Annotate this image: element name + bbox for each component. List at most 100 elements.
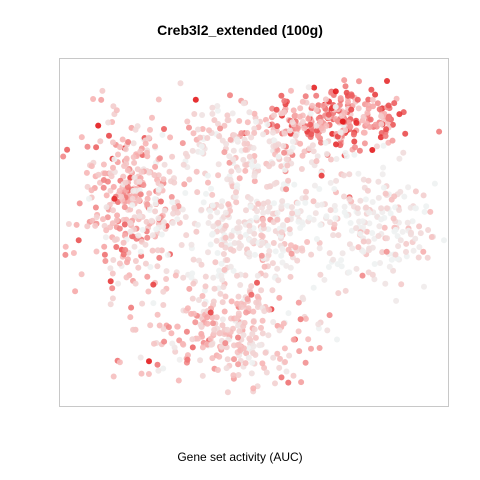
scatter-point (111, 156, 118, 163)
scatter-point (307, 110, 314, 117)
scatter-point (221, 122, 228, 129)
scatter-point (247, 196, 254, 202)
scatter-point (243, 309, 250, 316)
scatter-point (169, 153, 176, 160)
scatter-point (318, 139, 324, 146)
scatter-point (197, 134, 204, 141)
scatter-point (377, 134, 384, 141)
scatter-point (211, 326, 218, 333)
scatter-point (400, 149, 407, 156)
scatter-point (174, 323, 181, 330)
scatter-point (415, 254, 422, 261)
scatter-point (296, 348, 303, 355)
scatter-point (136, 178, 143, 185)
scatter-point (341, 203, 348, 210)
scatter-point (145, 371, 152, 377)
scatter-point (276, 364, 283, 371)
scatter-point (315, 321, 322, 328)
scatter-point (204, 314, 211, 321)
scatter-point (157, 198, 164, 205)
scatter-point (262, 272, 269, 279)
scatter-point (291, 181, 298, 188)
scatter-point (145, 288, 152, 295)
scatter-point (384, 205, 390, 212)
scatter-point (340, 172, 347, 179)
scatter-point (354, 205, 361, 212)
scatter-point (204, 172, 211, 179)
scatter-point (308, 345, 314, 352)
scatter-point (138, 168, 145, 175)
scatter-point (259, 330, 266, 337)
scatter-point (353, 225, 360, 232)
scatter-point (347, 123, 354, 130)
scatter-point (170, 210, 177, 217)
scatter-point (195, 297, 202, 303)
scatter-point (309, 102, 316, 109)
scatter-point (364, 228, 370, 235)
scatter-point (424, 254, 431, 261)
scatter-point (274, 216, 281, 223)
scatter-point (110, 103, 117, 110)
scatter-point (431, 180, 438, 187)
scatter-point (134, 123, 141, 130)
scatter-point (254, 208, 260, 215)
scatter-point (288, 242, 294, 249)
scatter-point (248, 370, 255, 377)
scatter-point (93, 248, 100, 255)
scatter-point (365, 177, 372, 184)
scatter-point (397, 188, 404, 195)
scatter-point (261, 263, 268, 270)
scatter-point (385, 102, 392, 109)
scatter-point (264, 183, 270, 190)
scatter-point (389, 137, 396, 144)
scatter-point (222, 222, 229, 229)
scatter-point (194, 189, 201, 196)
scatter-point (248, 134, 255, 141)
scatter-point (253, 299, 260, 306)
scatter-point (214, 107, 221, 114)
scatter-point (369, 244, 376, 251)
scatter-point (186, 285, 193, 292)
scatter-point (228, 233, 235, 240)
scatter-point (254, 304, 261, 310)
scatter-point (233, 189, 239, 196)
scatter-point (343, 89, 350, 96)
scatter-point (322, 139, 329, 146)
scatter-point (179, 340, 186, 347)
scatter-point (339, 250, 346, 257)
scatter-point (131, 159, 138, 166)
scatter-point (393, 95, 400, 102)
scatter-point (216, 353, 223, 360)
scatter-point (251, 326, 258, 333)
scatter-point (251, 173, 258, 180)
scatter-point (317, 271, 324, 278)
scatter-point (146, 207, 153, 213)
scatter-point (246, 250, 253, 256)
scatter-point (325, 111, 332, 118)
scatter-point (375, 233, 382, 239)
scatter-point (139, 226, 146, 233)
scatter-point (287, 264, 294, 271)
scatter-point (334, 336, 340, 343)
scatter-point (354, 96, 361, 103)
scatter-point (165, 324, 172, 331)
scatter-point (101, 251, 108, 258)
scatter-point (120, 251, 127, 258)
scatter-point (222, 293, 229, 300)
scatter-point (116, 260, 123, 267)
scatter-point (218, 203, 225, 210)
scatter-point (160, 288, 167, 295)
scatter-point (353, 265, 360, 272)
scatter-point (100, 177, 107, 183)
scatter-point (244, 130, 251, 136)
scatter-point (242, 146, 249, 153)
scatter-point (401, 193, 408, 200)
scatter-point (78, 134, 85, 141)
scatter-point (224, 257, 231, 263)
scatter-point (207, 241, 214, 248)
scatter-point (270, 240, 277, 246)
scatter-point (315, 102, 322, 109)
scatter-point (338, 263, 345, 270)
scatter-point (289, 210, 296, 217)
scatter-point (184, 305, 191, 312)
